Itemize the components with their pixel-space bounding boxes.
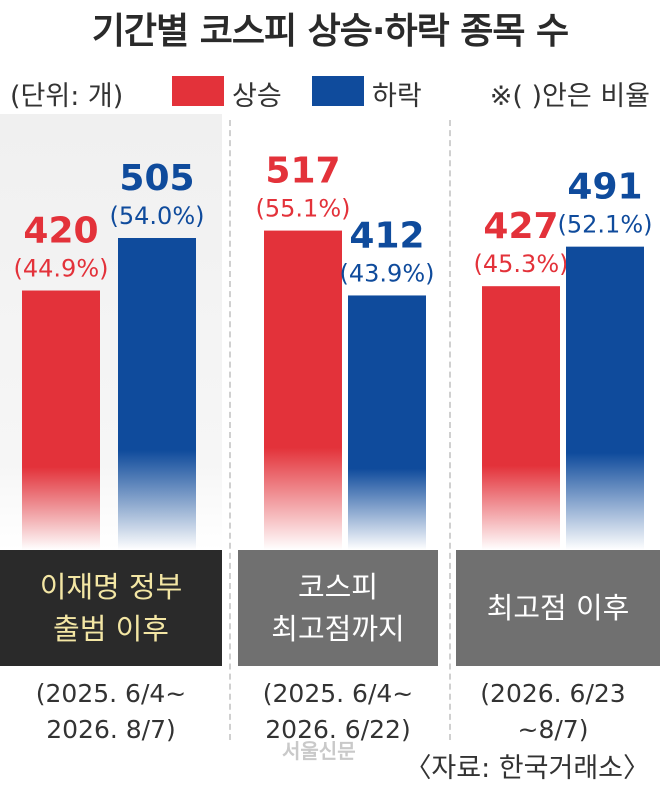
chart-title: 기간별 코스피 상승·하락 종목 수 (91, 11, 569, 52)
bar-chart: 420 (44.9%) 505 (54.0%) 517 (55.1%)412 (43.9%)… (14, 151, 653, 551)
pct-label-up-2: (45.3%) (474, 250, 569, 278)
divider-line-1 (229, 120, 231, 740)
bar-down-2 (566, 246, 644, 550)
legend-swatch-down (312, 76, 364, 106)
bar-up-1 (264, 230, 342, 551)
legend-label-down: 하락 (372, 81, 422, 112)
value-label-down-0: 505 (119, 158, 194, 199)
pct-label-down-1: (43.9%) (340, 259, 435, 287)
legend-label-up: 상승 (232, 81, 282, 112)
value-label-up-0: 420 (23, 211, 98, 252)
bar-up-0 (22, 290, 100, 550)
period-date-1: (2025. 6/4~ 2026. 6/22) (262, 679, 414, 744)
pct-label-down-2: (52.1%) (558, 211, 653, 239)
divider-line-2 (449, 120, 451, 740)
legend: (단위: 개) 상승 하락 ※( )안은 비율 (10, 74, 650, 112)
bar-down-1 (348, 295, 426, 550)
unit-label: (단위: 개) (10, 81, 124, 112)
value-label-down-2: 491 (567, 167, 642, 208)
pct-label-down-0: (54.0%) (110, 202, 205, 230)
bar-up-2 (482, 286, 560, 550)
period-date-2: (2026. 6/23 ~8/7) (480, 679, 626, 744)
pct-label-up-0: (44.9%) (14, 255, 109, 283)
period-date-0: (2025. 6/4~ 2026. 8/7) (35, 679, 187, 744)
watermark: 서울신문 (282, 739, 356, 763)
period-label-2: 최고점 이후 (456, 550, 660, 666)
source-note: 〈자료: 한국거래소〉 (404, 753, 650, 784)
pct-label-up-1: (55.1%) (256, 195, 351, 223)
bar-down-0 (118, 238, 196, 550)
ratio-note: ※( )안은 비율 (489, 81, 650, 112)
period-label-1: 코스피 최고점까지 (238, 550, 438, 666)
period-label-0: 이재명 정부 출범 이후 (0, 550, 222, 666)
value-label-up-2: 427 (483, 206, 558, 247)
value-label-down-1: 412 (349, 215, 424, 256)
legend-swatch-up (172, 76, 224, 106)
value-label-up-1: 517 (265, 151, 340, 192)
